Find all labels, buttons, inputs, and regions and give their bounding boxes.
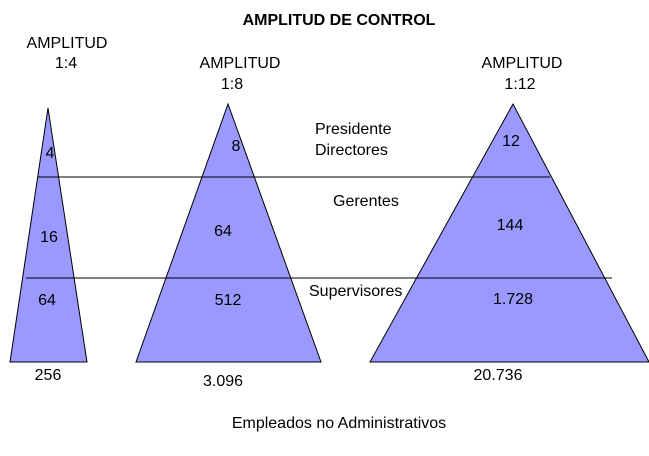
- pyramid-1-heading-line2: 1:4: [55, 55, 77, 72]
- pyramid-2-heading-line2: 1:8: [221, 76, 243, 93]
- pyramid-1-level-2-value: 16: [40, 229, 58, 246]
- pyramid-3-level-1-value: 12: [502, 133, 520, 150]
- pyramid-1-8: [135, 102, 322, 363]
- pyramid-1-12: [369, 102, 649, 363]
- pyramid-1-heading-line1: AMPLITUD: [27, 35, 108, 52]
- pyramid-2-base-value: 3.096: [203, 373, 243, 390]
- pyramid-1-level-3-value: 64: [38, 292, 56, 309]
- pyramid-3-base-value: 20.736: [474, 367, 523, 384]
- pyramid-2-level-2-value: 64: [214, 223, 232, 240]
- level-label-presidente: Presidente: [315, 121, 392, 138]
- pyramid-1-level-1-value: 4: [46, 145, 55, 162]
- pyramid-1-4: [9, 107, 88, 363]
- pyramid-2-heading-line1: AMPLITUD: [200, 55, 281, 72]
- pyramid-1-base-value: 256: [35, 367, 62, 384]
- level-label-directores: Directores: [315, 142, 388, 159]
- footer-label: Empleados no Administrativos: [232, 415, 446, 432]
- pyramid-2-level-1-value: 8: [232, 138, 241, 155]
- level-label-gerentes: Gerentes: [333, 193, 399, 210]
- pyramid-3-level-3-value: 1.728: [493, 291, 533, 308]
- diagram-title: AMPLITUD DE CONTROL: [243, 12, 436, 29]
- pyramid-3-heading-line1: AMPLITUD: [482, 55, 563, 72]
- pyramid-3-heading-line2: 1:12: [504, 76, 535, 93]
- pyramid-2-level-3-value: 512: [215, 292, 242, 309]
- pyramid-3-level-2-value: 144: [497, 217, 524, 234]
- level-label-supervisores: Supervisores: [309, 283, 402, 300]
